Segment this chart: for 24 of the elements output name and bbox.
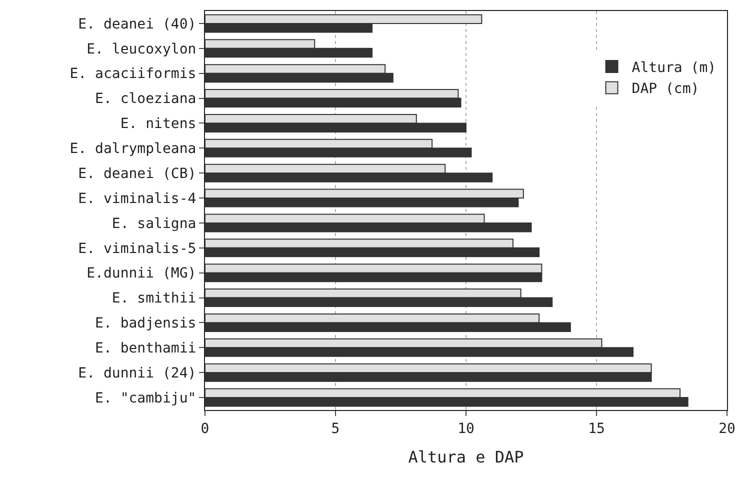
y-tick-label: E. cloeziana <box>95 91 196 108</box>
x-tick-label: 10 <box>458 420 474 437</box>
y-tick-label: E. smithii <box>112 290 196 307</box>
x-tick-label: 20 <box>718 420 736 437</box>
y-tick-label: E. dunnii (24) <box>78 365 196 382</box>
y-tick-label: E. deanei (40) <box>78 16 196 32</box>
y-tick-label: E. leucoxylon <box>86 41 196 58</box>
y-tick-label: E. badjensis <box>95 316 196 332</box>
x-axis-title: Altura e DAP <box>408 448 524 466</box>
legend-label: DAP (cm) <box>632 81 700 98</box>
y-tick-label: E. benthamii <box>95 340 196 357</box>
y-tick-label: E. deanei (CB) <box>78 166 196 182</box>
y-tick-label: E.dunnii (MG) <box>86 266 196 282</box>
y-tick-label: E. saligna <box>112 216 196 232</box>
legend-label: Altura (m) <box>632 60 716 76</box>
y-tick-label: E. acaciiformis <box>70 66 196 82</box>
x-tick-label: 15 <box>588 420 605 437</box>
x-tick-label: 0 <box>200 420 210 437</box>
y-tick-label: E. viminalis-4 <box>78 190 196 207</box>
x-tick-label: 5 <box>331 420 340 437</box>
y-tick-label: E. "cambiju" <box>95 390 196 406</box>
y-tick-label: E. viminalis-5 <box>78 240 196 257</box>
y-tick-label: E. dalrympleana <box>70 141 196 158</box>
y-tick-label: E. nitens <box>120 116 196 132</box>
